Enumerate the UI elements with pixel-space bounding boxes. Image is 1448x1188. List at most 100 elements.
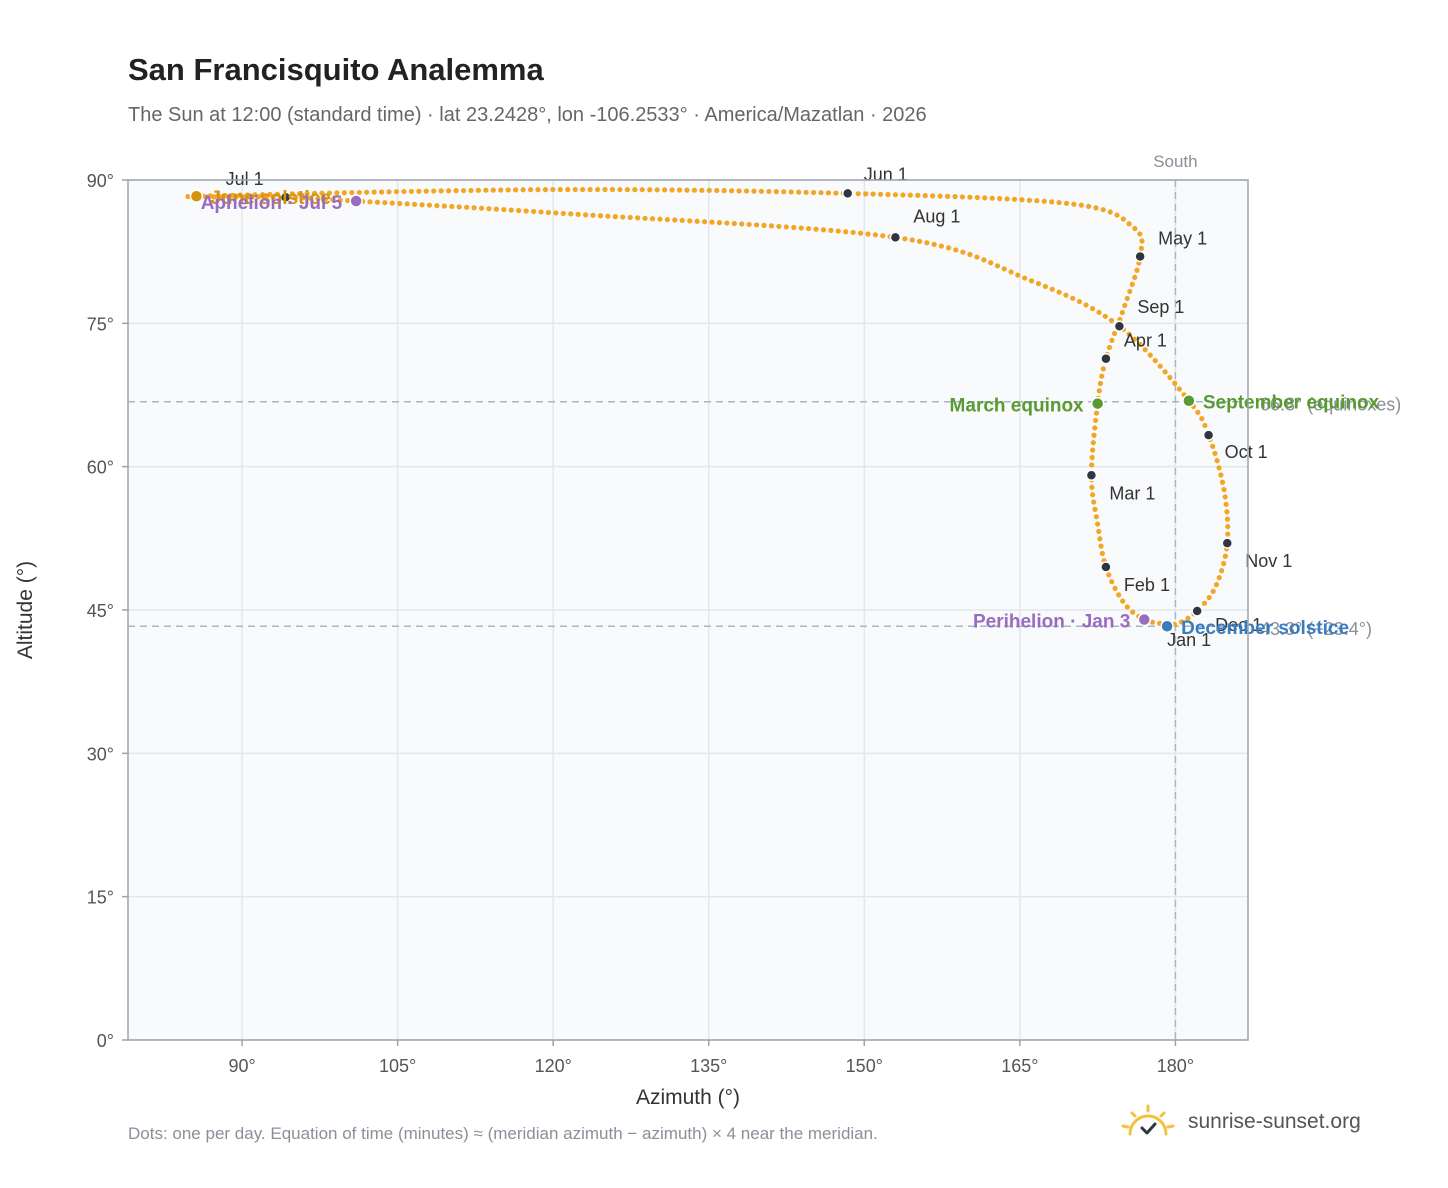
- month-marker-label: Mar 1: [1109, 483, 1155, 503]
- y-tick-label: 75°: [87, 314, 114, 334]
- daily-dot: [341, 190, 347, 196]
- brand[interactable]: sunrise-sunset.org: [1120, 1104, 1361, 1140]
- daily-dot: [460, 187, 467, 194]
- daily-dot: [446, 188, 452, 194]
- event-label: December solstice: [1181, 618, 1349, 639]
- event-label: Perihelion · Jan 3: [973, 612, 1130, 633]
- daily-dot: [441, 203, 447, 209]
- event-markers: March equinox September equinox June solst…: [189, 188, 1380, 639]
- x-tick-label: 120°: [535, 1056, 572, 1076]
- daily-dot: [1130, 609, 1136, 615]
- chart-subtitle: The Sun at 12:00 (standard time) · lat 2…: [128, 104, 927, 126]
- daily-dot: [1142, 347, 1148, 353]
- daily-dot: [311, 190, 318, 196]
- daily-dot: [382, 200, 388, 206]
- y-tick-label: 30°: [87, 744, 114, 764]
- daily-dot: [553, 210, 559, 216]
- event-label: March equinox: [950, 396, 1085, 417]
- daily-dot: [1096, 388, 1102, 394]
- daily-dot: [1096, 528, 1102, 535]
- daily-dot: [813, 226, 819, 232]
- daily-dot: [293, 194, 299, 201]
- daily-dot: [850, 229, 856, 236]
- daily-dot: [1120, 598, 1126, 604]
- daily-dot: [1028, 278, 1035, 284]
- daily-dot: [1122, 302, 1128, 309]
- daily-dot: [684, 187, 690, 193]
- event-label: Aphelion · Jul 5: [201, 193, 343, 214]
- daily-dot: [729, 188, 735, 194]
- daily-dot: [233, 194, 239, 200]
- daily-dot: [609, 186, 616, 193]
- daily-dot: [1167, 374, 1173, 381]
- daily-dot: [590, 212, 596, 218]
- daily-dot: [263, 194, 269, 200]
- daily-dot: [952, 194, 958, 200]
- daily-dot: [835, 228, 841, 234]
- daily-dot: [1063, 292, 1069, 298]
- brand-name: sunrise-sunset.org: [1188, 1110, 1361, 1133]
- daily-dot: [699, 187, 705, 193]
- daily-dot: [393, 189, 400, 195]
- daily-dot: [758, 188, 765, 194]
- daily-dot: [967, 251, 973, 258]
- daily-dot: [456, 204, 462, 210]
- sun-logo-icon: [1121, 1104, 1175, 1136]
- month-marker-label: Dec 1: [1215, 615, 1262, 635]
- x-tick-label: 165°: [1001, 1056, 1038, 1076]
- daily-dot: [909, 237, 915, 243]
- daily-dot: [902, 236, 908, 242]
- daily-dot: [1095, 521, 1101, 527]
- daily-dot: [397, 200, 403, 207]
- daily-dot: [1107, 209, 1113, 215]
- daily-dot: [538, 209, 544, 215]
- daily-dot: [1114, 212, 1120, 218]
- daily-dot: [783, 224, 789, 230]
- daily-dot: [989, 195, 995, 201]
- x-tick-label: 90°: [228, 1056, 255, 1076]
- month-marker-label: Jun 1: [864, 164, 908, 184]
- daily-dot: [810, 189, 817, 196]
- daily-dot: [924, 240, 930, 246]
- daily-dot: [746, 221, 752, 228]
- x-tick-label: 150°: [846, 1056, 883, 1076]
- daily-dot: [374, 199, 381, 205]
- daily-dot: [550, 186, 556, 193]
- reference-line-label: 66.8° (equinoxes): [1260, 395, 1401, 415]
- daily-dot: [1225, 531, 1231, 537]
- daily-dot: [434, 203, 440, 209]
- daily-dot: [768, 223, 775, 229]
- daily-dot: [1131, 336, 1138, 342]
- daily-dot: [449, 203, 455, 210]
- daily-dot: [322, 196, 328, 202]
- month-marker: [1202, 429, 1215, 441]
- footnote: Dots: one per day. Equation of time (min…: [128, 1124, 878, 1143]
- daily-dot: [654, 187, 660, 193]
- south-label: South: [1153, 152, 1197, 171]
- daily-dot: [1124, 604, 1130, 610]
- daily-dot: [1137, 231, 1143, 237]
- month-marker: [1085, 469, 1098, 482]
- daily-dot: [1089, 305, 1096, 312]
- daily-dot: [557, 186, 563, 193]
- daily-dot: [535, 187, 541, 193]
- daily-dot: [1222, 494, 1228, 500]
- daily-dot: [1119, 309, 1125, 316]
- month-marker: [1100, 561, 1112, 573]
- daily-dot: [1100, 366, 1106, 372]
- event-marker: [189, 189, 204, 203]
- daily-dot: [1026, 197, 1033, 203]
- daily-dot: [423, 188, 429, 194]
- month-marker-label: Nov 1: [1245, 551, 1292, 571]
- daily-dot: [330, 197, 336, 203]
- daily-dot: [1127, 288, 1133, 295]
- daily-dot: [1049, 286, 1055, 292]
- daily-dot: [907, 192, 913, 198]
- daily-dot: [1106, 344, 1113, 351]
- daily-dot: [754, 222, 760, 228]
- daily-dot: [612, 214, 618, 220]
- y-tick-label: 45°: [87, 601, 114, 621]
- daily-dot: [490, 187, 496, 193]
- daily-dot: [1225, 523, 1231, 530]
- daily-dot: [560, 210, 566, 217]
